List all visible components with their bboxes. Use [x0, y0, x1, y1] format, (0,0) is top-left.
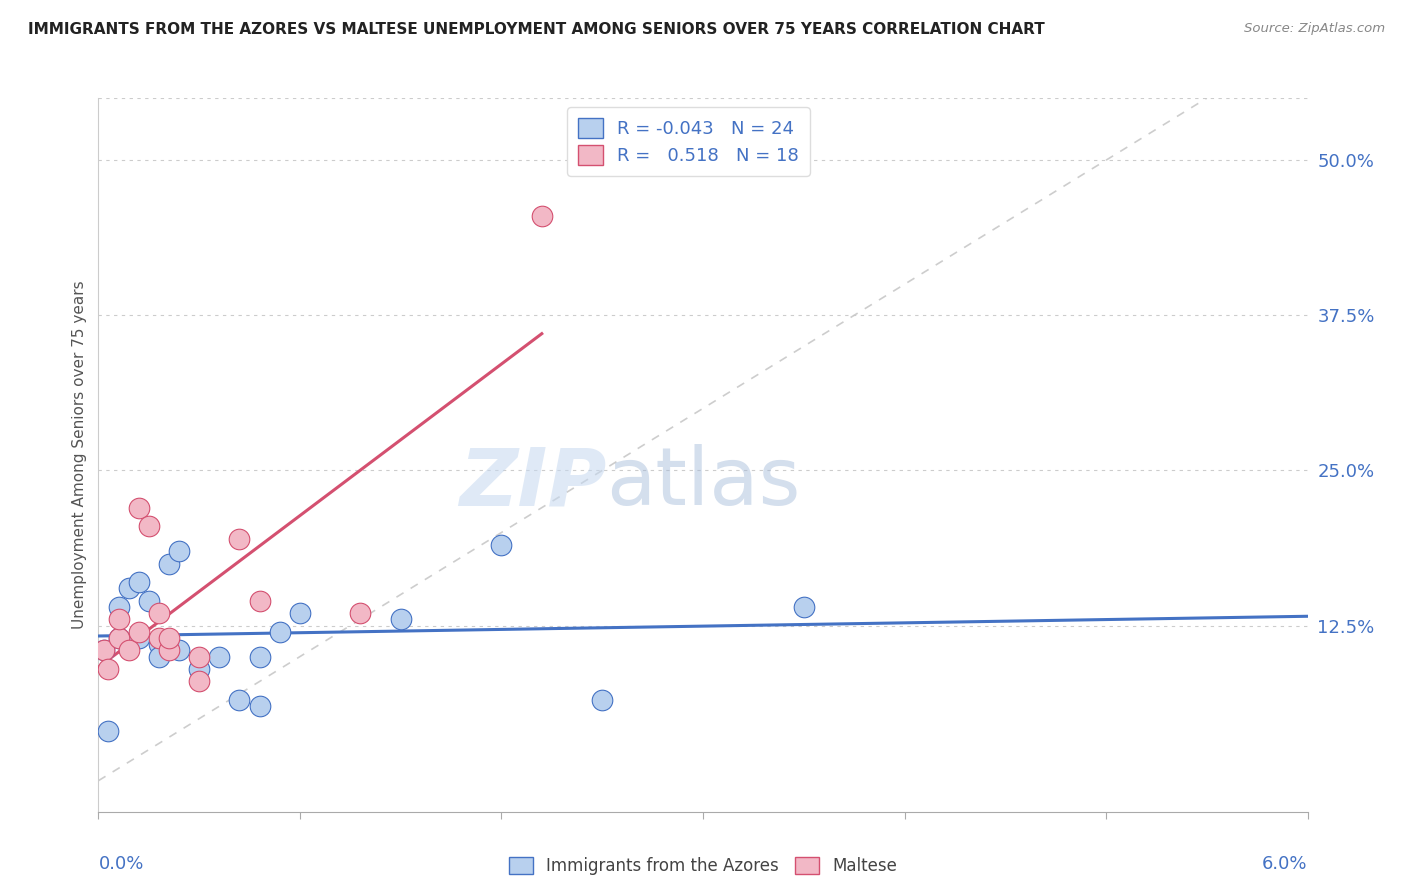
- Legend: R = -0.043   N = 24, R =   0.518   N = 18: R = -0.043 N = 24, R = 0.518 N = 18: [567, 107, 810, 176]
- Point: [97, 662, 120, 676]
- Point: [107, 631, 129, 645]
- Point: [249, 699, 271, 714]
- Point: [138, 519, 160, 533]
- Point: [157, 643, 180, 657]
- Point: [228, 532, 250, 546]
- Point: [138, 593, 160, 607]
- Point: [167, 643, 190, 657]
- Text: Source: ZipAtlas.com: Source: ZipAtlas.com: [1244, 22, 1385, 36]
- Point: [228, 693, 250, 707]
- Text: 6.0%: 6.0%: [1263, 855, 1308, 872]
- Point: [491, 538, 513, 552]
- Point: [128, 631, 150, 645]
- Point: [148, 631, 170, 645]
- Point: [157, 557, 180, 571]
- Text: atlas: atlas: [606, 444, 800, 523]
- Point: [148, 606, 170, 620]
- Point: [530, 209, 553, 223]
- Point: [208, 649, 231, 664]
- Point: [249, 649, 271, 664]
- Point: [128, 575, 150, 590]
- Point: [107, 599, 129, 614]
- Legend: Immigrants from the Azores, Maltese: Immigrants from the Azores, Maltese: [502, 850, 904, 882]
- Text: IMMIGRANTS FROM THE AZORES VS MALTESE UNEMPLOYMENT AMONG SENIORS OVER 75 YEARS C: IMMIGRANTS FROM THE AZORES VS MALTESE UN…: [28, 22, 1045, 37]
- Text: 0.0%: 0.0%: [98, 855, 143, 872]
- Point: [188, 662, 211, 676]
- Point: [157, 631, 180, 645]
- Point: [107, 612, 129, 626]
- Text: ZIP: ZIP: [458, 444, 606, 523]
- Point: [93, 643, 115, 657]
- Point: [148, 649, 170, 664]
- Point: [107, 631, 129, 645]
- Point: [269, 624, 291, 639]
- Point: [349, 606, 371, 620]
- Point: [97, 724, 120, 739]
- Point: [591, 693, 613, 707]
- Point: [249, 593, 271, 607]
- Point: [148, 637, 170, 651]
- Point: [389, 612, 412, 626]
- Point: [188, 674, 211, 689]
- Point: [167, 544, 190, 558]
- Point: [93, 643, 115, 657]
- Point: [188, 649, 211, 664]
- Point: [118, 582, 141, 596]
- Point: [128, 500, 150, 515]
- Point: [128, 624, 150, 639]
- Point: [793, 599, 815, 614]
- Point: [118, 643, 141, 657]
- Y-axis label: Unemployment Among Seniors over 75 years: Unemployment Among Seniors over 75 years: [72, 281, 87, 629]
- Point: [288, 606, 311, 620]
